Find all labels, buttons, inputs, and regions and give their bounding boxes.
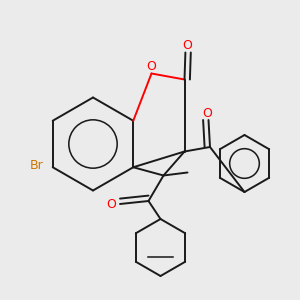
- Text: O: O: [147, 59, 156, 73]
- Text: Br: Br: [29, 159, 43, 172]
- Text: O: O: [107, 197, 116, 211]
- Text: O: O: [182, 39, 192, 52]
- Text: O: O: [202, 107, 212, 120]
